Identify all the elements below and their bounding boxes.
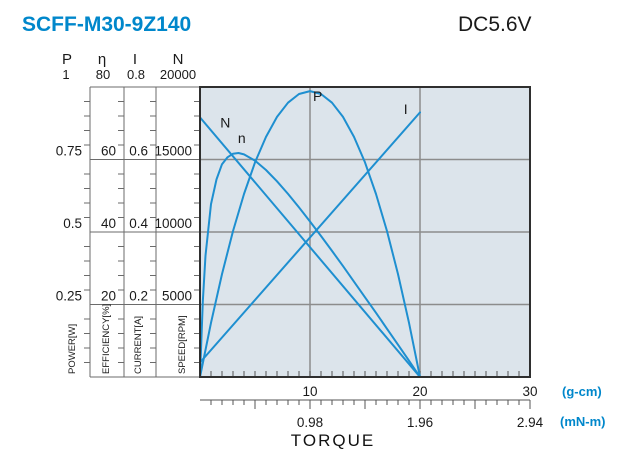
svg-text:0.98: 0.98 bbox=[297, 415, 323, 430]
axis-name-speed: N bbox=[172, 51, 184, 68]
x-axis-title: TORQUE bbox=[290, 431, 376, 450]
svg-text:I: I bbox=[404, 101, 408, 117]
axis-top-tick-speed: 20000 bbox=[159, 67, 197, 82]
svg-text:10000: 10000 bbox=[154, 216, 192, 231]
axis-name-efficiency: η bbox=[97, 51, 107, 68]
svg-text:30: 30 bbox=[522, 384, 537, 399]
axis-top-tick-efficiency: 80 bbox=[95, 67, 111, 82]
svg-text:20: 20 bbox=[101, 289, 116, 304]
axis-top-tick-power: 1 bbox=[62, 67, 70, 82]
svg-text:0.5: 0.5 bbox=[63, 216, 82, 231]
voltage-label: DC5.6V bbox=[458, 13, 532, 36]
x-axis-unit-gcm: (g-cm) bbox=[562, 384, 602, 399]
svg-text:10: 10 bbox=[302, 384, 317, 399]
svg-text:0.75: 0.75 bbox=[56, 144, 82, 159]
svg-text:POWER[W]: POWER[W] bbox=[67, 324, 78, 374]
svg-text:0.4: 0.4 bbox=[129, 216, 148, 231]
svg-text:0.2: 0.2 bbox=[129, 289, 148, 304]
svg-text:EFFICIENCY[%]: EFFICIENCY[%] bbox=[101, 304, 112, 374]
svg-text:5000: 5000 bbox=[162, 289, 192, 304]
svg-text:60: 60 bbox=[101, 144, 116, 159]
svg-text:15000: 15000 bbox=[154, 144, 192, 159]
svg-text:0.25: 0.25 bbox=[56, 289, 82, 304]
axis-top-tick-current: 0.8 bbox=[126, 67, 146, 82]
axis-name-power: P bbox=[61, 51, 73, 68]
svg-text:SPEED[RPM]: SPEED[RPM] bbox=[177, 315, 188, 374]
svg-text:CURRENT[A]: CURRENT[A] bbox=[133, 316, 144, 374]
svg-text:0.6: 0.6 bbox=[129, 144, 148, 159]
svg-text:1.96: 1.96 bbox=[407, 415, 433, 430]
svg-text:P: P bbox=[313, 88, 322, 104]
svg-text:2.94: 2.94 bbox=[517, 415, 544, 430]
svg-text:40: 40 bbox=[101, 216, 116, 231]
axis-name-current: I bbox=[132, 51, 138, 68]
x-axis-unit-mnm: (mN-m) bbox=[560, 414, 606, 429]
page-title: SCFF-M30-9Z140 bbox=[22, 13, 192, 36]
svg-text:N: N bbox=[220, 115, 230, 131]
svg-text:20: 20 bbox=[412, 384, 427, 399]
svg-text:n: n bbox=[238, 130, 246, 146]
